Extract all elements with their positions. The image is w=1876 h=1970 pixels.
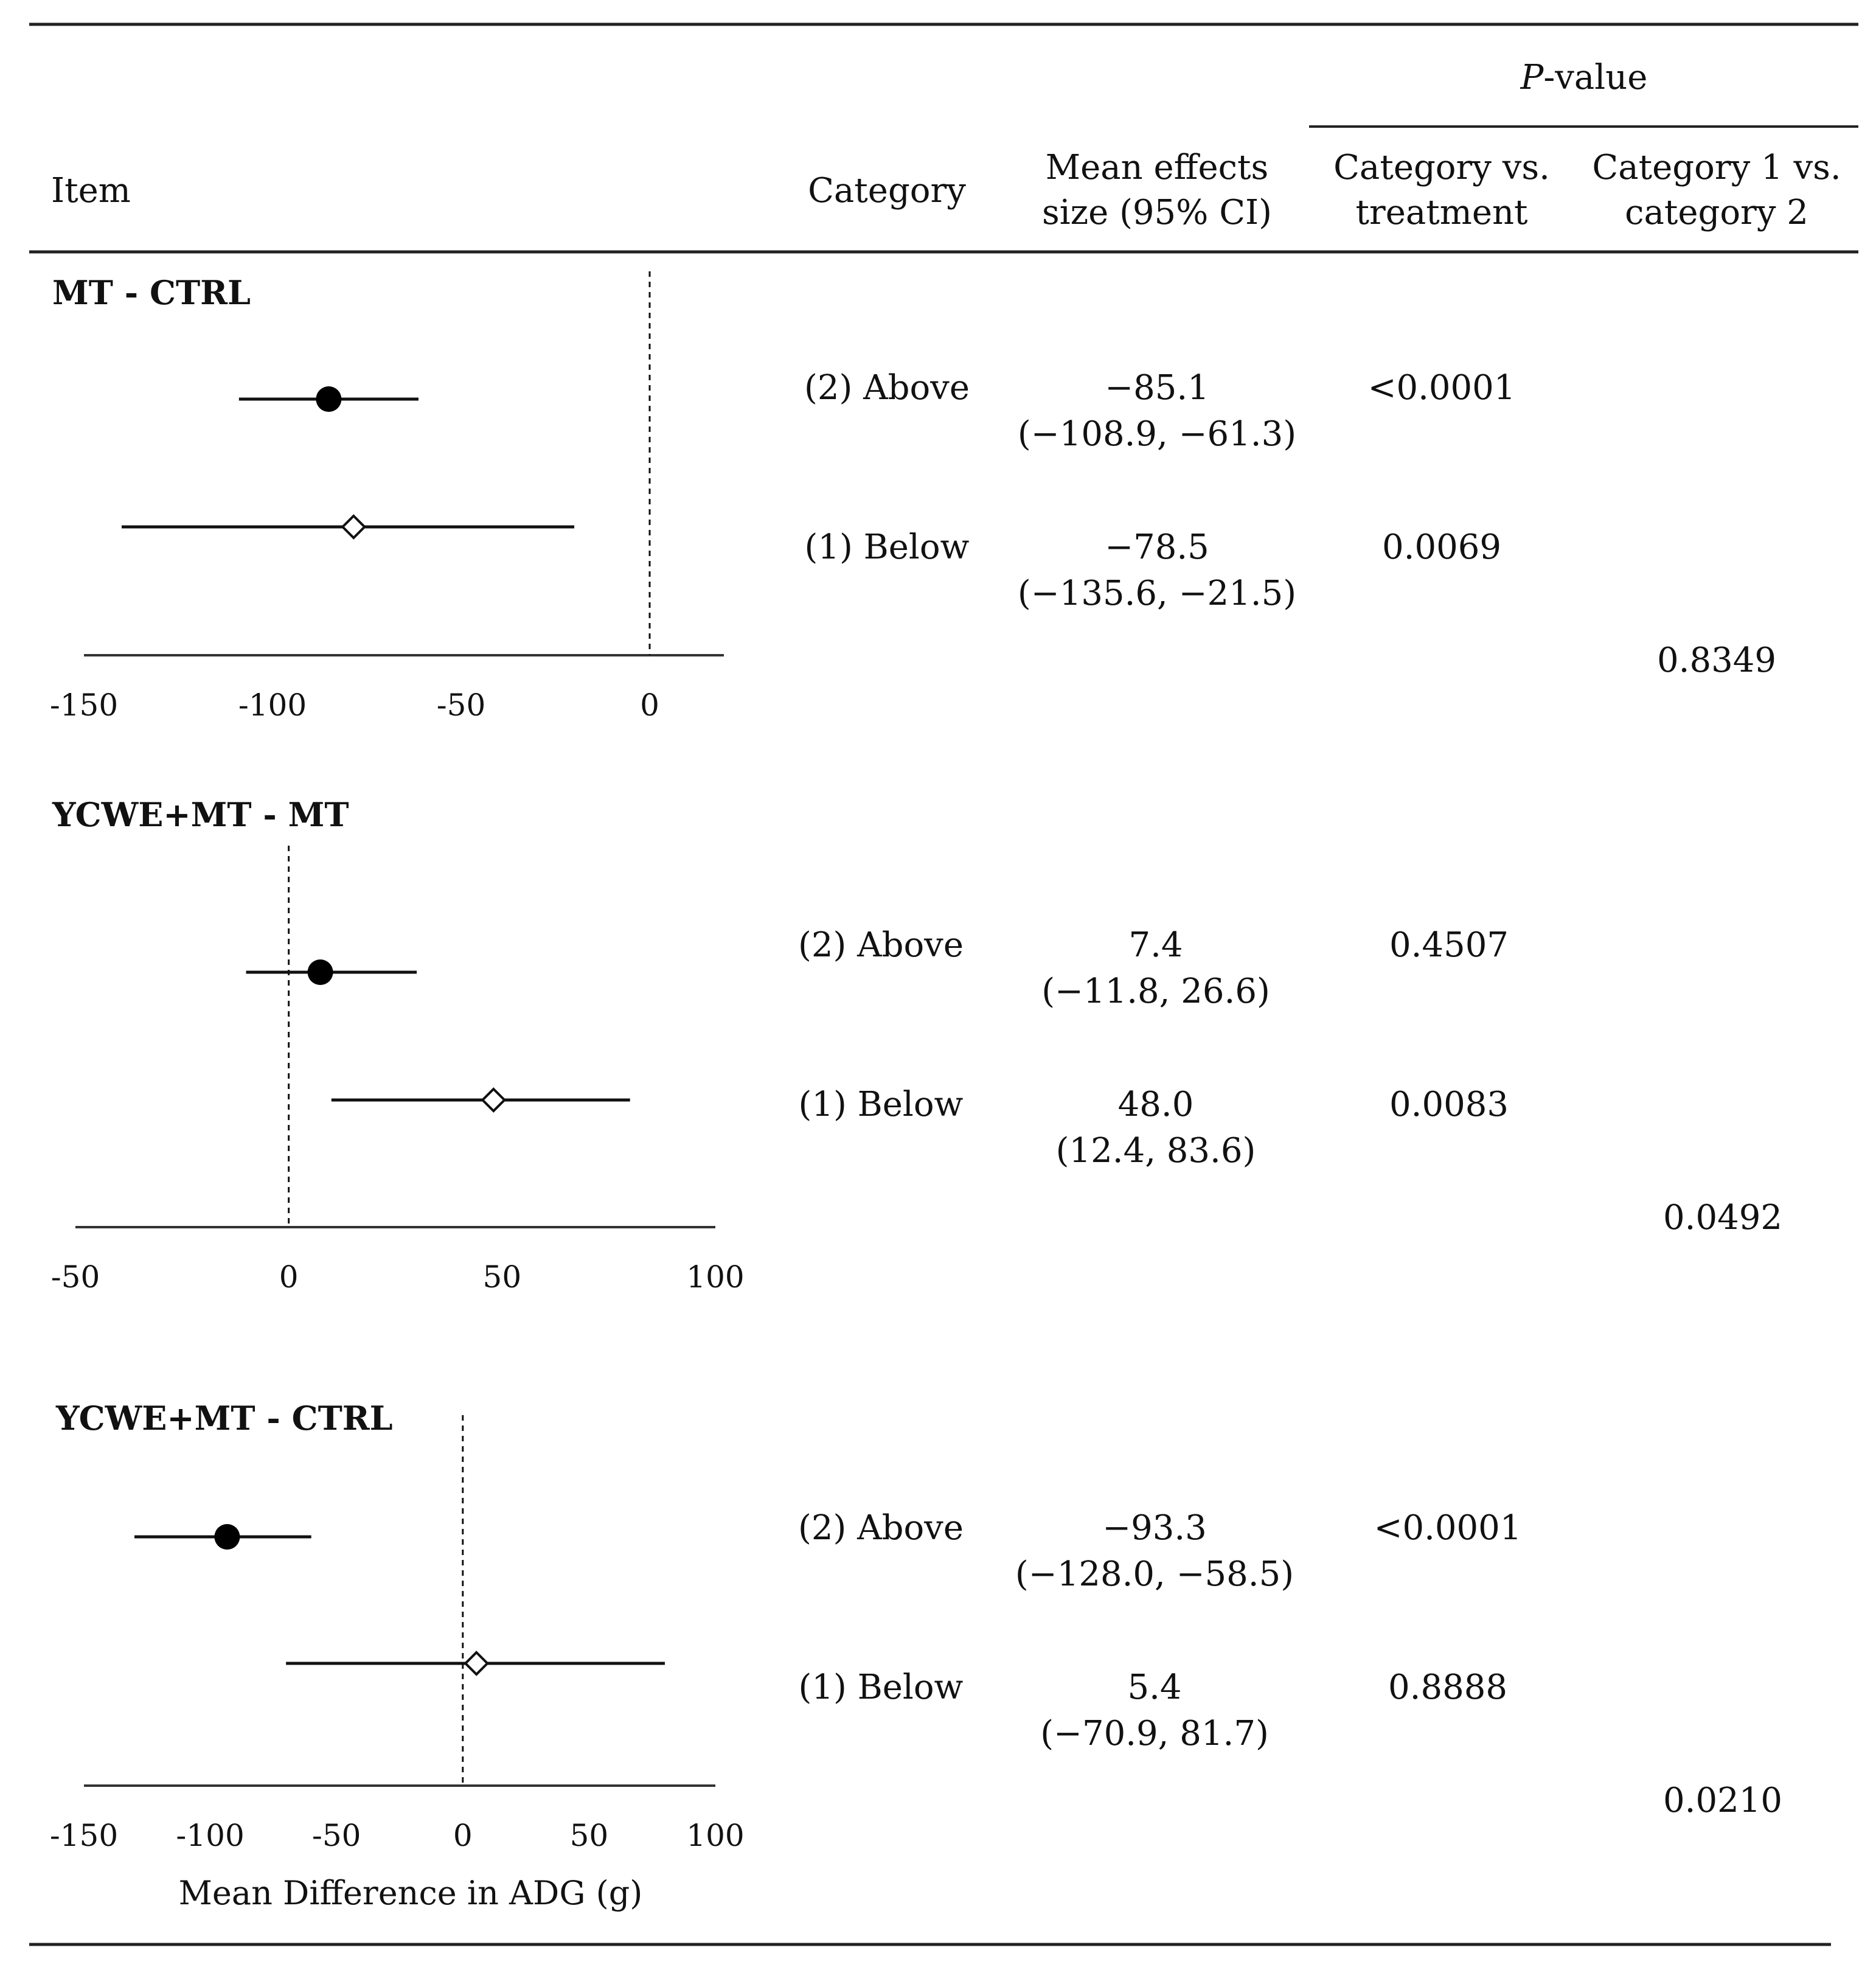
x-tick-label: 50 bbox=[483, 1259, 522, 1295]
forest-plot-ycwe-mt-ctrl: -150 -100 -50 0 50 100 Mean Difference in ADG … bbox=[50, 1415, 745, 1912]
category-cell: (2) Above bbox=[798, 925, 964, 965]
header-pvalue-rest: -value bbox=[1543, 58, 1647, 97]
category-cell: (1) Below bbox=[799, 1085, 964, 1124]
mean-cell: 7.4 bbox=[1128, 925, 1183, 965]
header-pvalue: P-value bbox=[1520, 58, 1648, 97]
x-tick-label: -150 bbox=[50, 1818, 118, 1853]
group-label: YCWE+MT - CTRL bbox=[55, 1399, 393, 1438]
ci-cell: (−135.6, −21.5) bbox=[1018, 574, 1296, 613]
forest-plot-mt-ctrl: -150 -100 -50 0 bbox=[50, 271, 724, 723]
p-vs-treatment-cell: 0.8888 bbox=[1388, 1668, 1507, 1707]
x-tick-label: -50 bbox=[51, 1259, 100, 1295]
x-tick-label: -100 bbox=[176, 1818, 244, 1853]
mean-cell: −93.3 bbox=[1102, 1508, 1207, 1548]
category-cell: (1) Below bbox=[799, 1668, 964, 1707]
point-estimate-filled-circle bbox=[316, 386, 342, 412]
mean-cell: 5.4 bbox=[1127, 1668, 1181, 1707]
p-vs-treatment-cell: 0.4507 bbox=[1389, 925, 1509, 965]
header-cat1-vs-cat2-line2: category 2 bbox=[1625, 193, 1808, 232]
category-cell: (2) Above bbox=[804, 368, 970, 408]
category-cell: (2) Above bbox=[798, 1508, 964, 1548]
header-effect-line1: Mean effects bbox=[1046, 148, 1268, 187]
category-cell: (1) Below bbox=[805, 527, 970, 567]
header-effect-line2: size (95% CI) bbox=[1042, 193, 1272, 232]
header-cat-vs-treatment-line2: treatment bbox=[1355, 193, 1528, 232]
ci-cell: (−11.8, 26.6) bbox=[1041, 972, 1270, 1011]
point-estimate-open-diamond bbox=[341, 514, 367, 540]
p-cat1-vs-cat2-cell: 0.8349 bbox=[1657, 641, 1776, 680]
point-estimate-open-diamond bbox=[481, 1087, 507, 1113]
point-estimate-filled-circle bbox=[307, 959, 333, 985]
x-axis-label: Mean Difference in ADG (g) bbox=[179, 1874, 643, 1912]
x-tick-label: -50 bbox=[437, 687, 486, 723]
x-tick-label: 50 bbox=[570, 1818, 609, 1853]
x-tick-label: 100 bbox=[686, 1818, 744, 1853]
forest-plot-ycwe-mt-mt: -50 0 50 100 bbox=[51, 846, 745, 1295]
group-label: MT - CTRL bbox=[52, 273, 251, 312]
ci-cell: (12.4, 83.6) bbox=[1056, 1131, 1256, 1171]
header-cat-vs-treatment-line1: Category vs. bbox=[1333, 148, 1550, 187]
mean-cell: 48.0 bbox=[1118, 1085, 1194, 1124]
header-category: Category bbox=[808, 171, 966, 211]
p-vs-treatment-cell: <0.0001 bbox=[1368, 368, 1516, 408]
x-tick-label: -50 bbox=[312, 1818, 361, 1853]
x-tick-label: 0 bbox=[279, 1259, 299, 1295]
p-vs-treatment-cell: <0.0001 bbox=[1374, 1508, 1522, 1548]
p-vs-treatment-cell: 0.0069 bbox=[1382, 527, 1501, 567]
header-item: Item bbox=[51, 171, 131, 211]
x-tick-label: 0 bbox=[453, 1818, 473, 1853]
p-vs-treatment-cell: 0.0083 bbox=[1389, 1085, 1509, 1124]
ci-cell: (−70.9, 81.7) bbox=[1040, 1714, 1269, 1753]
group-label: YCWE+MT - MT bbox=[52, 795, 349, 834]
ci-cell: (−108.9, −61.3) bbox=[1018, 414, 1296, 454]
mean-cell: −78.5 bbox=[1105, 527, 1209, 567]
mean-cell: −85.1 bbox=[1105, 368, 1209, 408]
x-tick-label: 0 bbox=[640, 687, 659, 723]
ci-cell: (−128.0, −58.5) bbox=[1015, 1554, 1294, 1594]
header-pvalue-italic: P bbox=[1520, 58, 1544, 97]
point-estimate-filled-circle bbox=[214, 1524, 240, 1550]
x-tick-label: -100 bbox=[238, 687, 307, 723]
point-estimate-open-diamond bbox=[464, 1651, 490, 1676]
x-tick-label: -150 bbox=[50, 687, 118, 723]
p-cat1-vs-cat2-cell: 0.0492 bbox=[1663, 1198, 1782, 1237]
header-cat1-vs-cat2-line1: Category 1 vs. bbox=[1592, 148, 1841, 187]
p-cat1-vs-cat2-cell: 0.0210 bbox=[1663, 1781, 1782, 1820]
x-tick-label: 100 bbox=[686, 1259, 744, 1295]
